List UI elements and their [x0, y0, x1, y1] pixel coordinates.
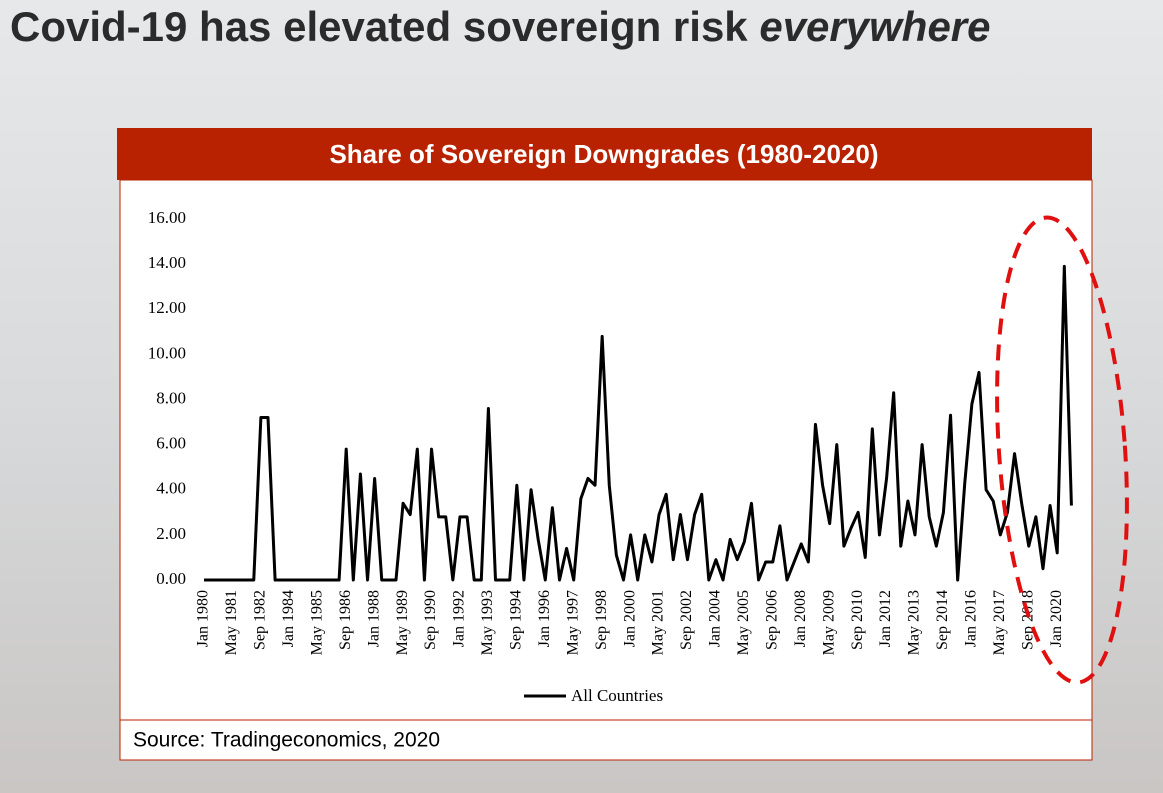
x-tick-label: Jan 2004 — [707, 590, 724, 647]
title-main: Covid-19 has elevated sovereign risk — [10, 3, 748, 50]
x-tick-label: Sep 1994 — [508, 590, 525, 650]
highlight-ellipse — [995, 215, 1129, 685]
y-tick-label: 8.00 — [156, 388, 186, 407]
y-tick-label: 2.00 — [156, 524, 186, 543]
y-tick-label: 12.00 — [148, 298, 186, 317]
x-tick-label: Jan 1988 — [365, 590, 382, 647]
x-tick-label: Jan 1992 — [451, 590, 468, 647]
x-tick-label: Jan 2008 — [792, 590, 809, 647]
x-tick-label: May 2005 — [735, 590, 752, 655]
x-tick-label: Jan 2000 — [621, 590, 638, 647]
x-tick-label: Sep 1990 — [422, 590, 439, 650]
x-tick-label: Jan 2020 — [1048, 590, 1065, 647]
x-tick-label: Sep 1982 — [252, 590, 269, 650]
x-tick-label: Sep 2002 — [678, 590, 695, 650]
x-tick-label: May 1989 — [394, 590, 411, 655]
y-tick-label: 10.00 — [148, 343, 186, 362]
x-tick-label: May 2013 — [906, 590, 923, 655]
source-box — [119, 719, 1093, 761]
x-tick-label: May 1993 — [479, 590, 496, 655]
y-tick-label: 0.00 — [156, 569, 186, 588]
x-tick-label: Sep 1986 — [337, 590, 354, 650]
x-tick-label: Sep 2014 — [934, 590, 951, 650]
y-tick-label: 4.00 — [156, 479, 186, 498]
x-tick-label: Sep 2010 — [849, 590, 866, 650]
x-tick-label: Jan 1996 — [536, 590, 553, 647]
x-tick-label: Sep 2018 — [1019, 590, 1036, 650]
chart-title: Share of Sovereign Downgrades (1980-2020… — [329, 139, 878, 169]
chart-header — [117, 128, 1092, 180]
x-tick-label: May 2001 — [650, 590, 667, 655]
slide-title: Covid-19 has elevated sovereign risk eve… — [10, 3, 991, 50]
x-tick-label: May 1997 — [564, 590, 581, 655]
plot: 0.00 2.00 4.00 6.00 8.00 10.00 12.00 14.00 16.00… — [148, 208, 1073, 705]
source: Source: Tradingeconomics, 2020 — [133, 729, 440, 752]
legend-label: All Countries — [571, 686, 663, 705]
x-tick-label: Jan 2016 — [963, 590, 980, 647]
x-tick-label: May 2017 — [991, 590, 1008, 655]
y-tick-label: 16.00 — [148, 208, 186, 227]
chart-area — [119, 179, 1093, 721]
x-tick-label: Jan 1984 — [280, 590, 297, 647]
x-tick-label: Jan 1980 — [195, 590, 212, 647]
x-tick-label: May 1981 — [223, 590, 240, 655]
x-tick-label: Sep 2006 — [763, 590, 780, 650]
x-tick-label: May 1985 — [308, 590, 325, 655]
x-tick-label: May 2009 — [820, 590, 837, 655]
x-tick-label: Sep 1998 — [593, 590, 610, 650]
y-tick-label: 6.00 — [156, 434, 186, 453]
data-line — [204, 264, 1073, 582]
title-emphasis: everywhere — [759, 3, 990, 50]
y-tick-label: 14.00 — [148, 253, 186, 272]
x-tick-label: Jan 2012 — [877, 590, 894, 647]
